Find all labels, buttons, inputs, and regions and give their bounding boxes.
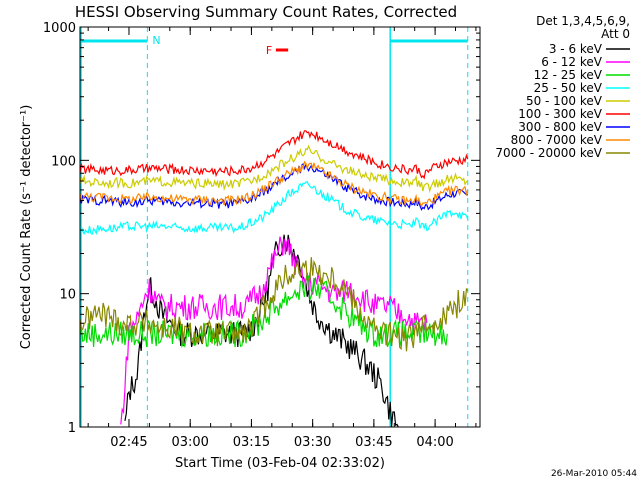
y-axis-label: Corrected Count Rate (s⁻¹ detector⁻¹) bbox=[19, 105, 34, 350]
x-tick-label: 04:00 bbox=[416, 435, 453, 450]
y-tick-label: 100 bbox=[51, 154, 76, 169]
axes-layer: 1 10 100 1000 02:45 03:00 03:15 03:30 03:45 04:00 bbox=[43, 21, 480, 450]
night-annotation: N bbox=[152, 34, 160, 47]
footer-timestamp: 26-Mar-2010 05:44 bbox=[551, 469, 637, 479]
legend-entry-label: 300 - 800 keV bbox=[518, 120, 602, 134]
x-tick-label: 03:15 bbox=[233, 435, 270, 450]
y-tick-label: 1000 bbox=[43, 21, 76, 36]
legend-entry-label: 6 - 12 keV bbox=[541, 55, 603, 69]
series-line-7 bbox=[79, 162, 468, 211]
series-line-9 bbox=[79, 257, 469, 352]
x-tick-label: 03:00 bbox=[171, 435, 208, 450]
series-line-5 bbox=[79, 144, 469, 194]
legend-entry-label: 800 - 7000 keV bbox=[511, 133, 603, 147]
x-tick-label: 03:45 bbox=[355, 435, 392, 450]
series-line-4 bbox=[79, 180, 469, 236]
legend-entry-label: 100 - 300 keV bbox=[518, 107, 602, 121]
legend-header-detectors: Det 1,3,4,5,6,9, bbox=[536, 14, 630, 28]
series-line-6 bbox=[79, 130, 469, 180]
legend-entry-label: 3 - 6 keV bbox=[549, 42, 603, 56]
series-layer bbox=[79, 130, 469, 428]
legend-entry-label: 7000 - 20000 keV bbox=[495, 146, 602, 160]
x-axis-label: Start Time (03-Feb-04 02:33:02) bbox=[175, 456, 385, 471]
series-line-3 bbox=[79, 273, 448, 349]
chart-title: HESSI Observing Summary Count Rates, Cor… bbox=[75, 3, 457, 21]
legend-entry-label: 50 - 100 keV bbox=[526, 94, 603, 108]
y-tick-label: 1 bbox=[68, 421, 76, 436]
series-line-8 bbox=[79, 160, 469, 208]
legend-entry-label: 12 - 25 keV bbox=[534, 68, 603, 82]
legend-header-attenuator: Att 0 bbox=[601, 27, 630, 41]
flare-annotation: F bbox=[266, 44, 272, 57]
series-line-2 bbox=[120, 236, 428, 425]
y-tick-label: 10 bbox=[59, 288, 76, 303]
x-tick-label: 03:30 bbox=[294, 435, 331, 450]
legend-entry-label: 25 - 50 keV bbox=[534, 81, 603, 95]
plot-frame bbox=[79, 26, 481, 428]
overlay-layer: NF bbox=[80, 27, 469, 427]
x-tick-label: 02:45 bbox=[110, 435, 147, 450]
